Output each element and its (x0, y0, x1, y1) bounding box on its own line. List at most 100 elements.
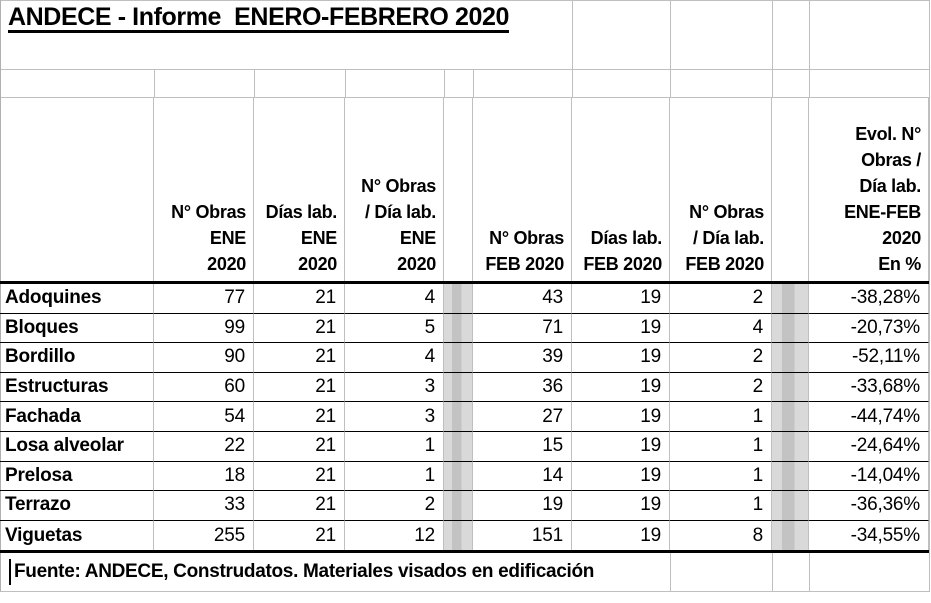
separator-cell (444, 402, 473, 432)
table-cell[interactable]: 5 (345, 313, 444, 344)
table-cell[interactable]: -38,28% (809, 284, 929, 314)
table-row: Adoquines 77 21 4 43 19 2 -38,28% (0, 284, 929, 314)
table-cell[interactable]: 1 (670, 431, 772, 462)
separator-cell (772, 461, 809, 492)
table-cell[interactable]: 90 (154, 343, 254, 373)
col-header-ene-obras[interactable]: N° Obras ENE 2020 (154, 97, 254, 281)
col-header-ene-ratio[interactable]: N° Obras / Día lab. ENE 2020 (345, 97, 444, 281)
table-cell[interactable]: 21 (254, 491, 345, 521)
row-label[interactable]: Terrazo (0, 491, 154, 521)
table-cell[interactable]: 18 (154, 461, 254, 492)
sheet-left-border (0, 0, 1, 592)
table-cell[interactable]: 151 (473, 520, 572, 551)
table-cell[interactable]: 3 (345, 372, 444, 403)
table-cell[interactable]: 21 (254, 520, 345, 551)
table-cell[interactable]: 1 (670, 491, 772, 521)
title-cell[interactable]: ANDECE - Informe ENERO-FEBRERO 2020 (0, 0, 929, 69)
table-cell[interactable]: 36 (473, 372, 572, 403)
table-cell[interactable]: 71 (473, 313, 572, 344)
separator-cell (772, 372, 809, 403)
table-cell[interactable]: -33,68% (809, 372, 929, 403)
table-cell[interactable]: 1 (670, 461, 772, 492)
col-header-feb-dias[interactable]: Días lab. FEB 2020 (572, 97, 670, 281)
table-header-row: N° Obras ENE 2020 Días lab. ENE 2020 N° … (0, 97, 929, 284)
separator-cell (444, 520, 473, 551)
table-cell[interactable]: 21 (254, 313, 345, 344)
table-cell[interactable]: 60 (154, 372, 254, 403)
gridline (670, 553, 671, 592)
table-cell[interactable]: 19 (572, 402, 670, 432)
table-cell[interactable]: 99 (154, 313, 254, 344)
separator-cell (444, 284, 473, 314)
row-label[interactable]: Prelosa (0, 461, 154, 492)
table-cell[interactable]: 2 (670, 284, 772, 314)
table-cell[interactable]: 15 (473, 431, 572, 462)
table-cell[interactable]: 1 (345, 431, 444, 462)
row-label[interactable]: Adoquines (0, 284, 154, 314)
separator-cell (444, 343, 473, 373)
table-cell[interactable]: -14,04% (809, 461, 929, 492)
table-cell[interactable]: 39 (473, 343, 572, 373)
table-cell[interactable]: 33 (154, 491, 254, 521)
table-cell[interactable]: 21 (254, 372, 345, 403)
table-cell[interactable]: 21 (254, 402, 345, 432)
table-cell[interactable]: 19 (572, 431, 670, 462)
table-cell[interactable]: 2 (670, 343, 772, 373)
table-cell[interactable]: 77 (154, 284, 254, 314)
table-cell[interactable]: 8 (670, 520, 772, 551)
row-label[interactable]: Viguetas (0, 520, 154, 551)
col-header-ene-dias[interactable]: Días lab. ENE 2020 (254, 97, 345, 281)
table-cell[interactable]: 4 (345, 284, 444, 314)
row-label[interactable]: Fachada (0, 402, 154, 432)
gridline (572, 0, 573, 97)
row-label[interactable]: Losa alveolar (0, 431, 154, 462)
row-label[interactable]: Estructuras (0, 372, 154, 403)
table-cell[interactable]: 19 (572, 313, 670, 344)
table-cell[interactable]: 1 (345, 461, 444, 492)
table-row: Prelosa 18 21 1 14 19 1 -14,04% (0, 461, 929, 492)
table-cell[interactable]: -44,74% (809, 402, 929, 432)
table-cell[interactable]: 19 (572, 491, 670, 521)
table-cell[interactable]: -20,73% (809, 313, 929, 344)
table-cell[interactable]: 43 (473, 284, 572, 314)
table-cell[interactable]: 22 (154, 431, 254, 462)
table-cell[interactable]: 27 (473, 402, 572, 432)
table-cell[interactable]: 4 (670, 313, 772, 344)
col-header-feb-ratio[interactable]: N° Obras / Día lab. FEB 2020 (670, 97, 772, 281)
table-cell[interactable]: 2 (345, 491, 444, 521)
table-cell[interactable]: 19 (572, 284, 670, 314)
col-header-feb-obras[interactable]: N° Obras FEB 2020 (473, 97, 572, 281)
table-cell[interactable]: -24,64% (809, 431, 929, 462)
table-cell[interactable]: 19 (572, 343, 670, 373)
table-cell[interactable]: 21 (254, 343, 345, 373)
table-cell[interactable]: 19 (473, 491, 572, 521)
col-header-material[interactable] (0, 97, 154, 281)
separator-cell (772, 284, 809, 314)
table-cell[interactable]: 14 (473, 461, 572, 492)
gridline (473, 69, 474, 97)
table-cell[interactable]: -52,11% (809, 343, 929, 373)
table-cell[interactable]: -36,36% (809, 491, 929, 521)
row-label[interactable]: Bloques (0, 313, 154, 344)
table-cell[interactable]: 54 (154, 402, 254, 432)
table-cell[interactable]: 21 (254, 461, 345, 492)
table-cell[interactable]: 19 (572, 461, 670, 492)
table-row: Bordillo 90 21 4 39 19 2 -52,11% (0, 343, 929, 373)
table-cell[interactable]: 4 (345, 343, 444, 373)
table-cell[interactable]: 12 (345, 520, 444, 551)
table-cell[interactable]: -34,55% (809, 520, 929, 551)
table-cell[interactable]: 1 (670, 402, 772, 432)
row-label[interactable]: Bordillo (0, 343, 154, 373)
table-cell[interactable]: 19 (572, 520, 670, 551)
table-cell[interactable]: 19 (572, 372, 670, 403)
table-body: Adoquines 77 21 4 43 19 2 -38,28% Bloque… (0, 284, 929, 554)
col-header-evol[interactable]: Evol. N° Obras / Día lab. ENE-FEB 2020 E… (809, 97, 929, 281)
table-cell[interactable]: 21 (254, 284, 345, 314)
source-cell[interactable]: Fuente: ANDECE, Construdatos. Materiales… (0, 553, 929, 592)
gridline (0, 69, 929, 70)
table-cell[interactable]: 21 (254, 431, 345, 462)
table-cell[interactable]: 3 (345, 402, 444, 432)
table-cell[interactable]: 255 (154, 520, 254, 551)
table-cell[interactable]: 2 (670, 372, 772, 403)
